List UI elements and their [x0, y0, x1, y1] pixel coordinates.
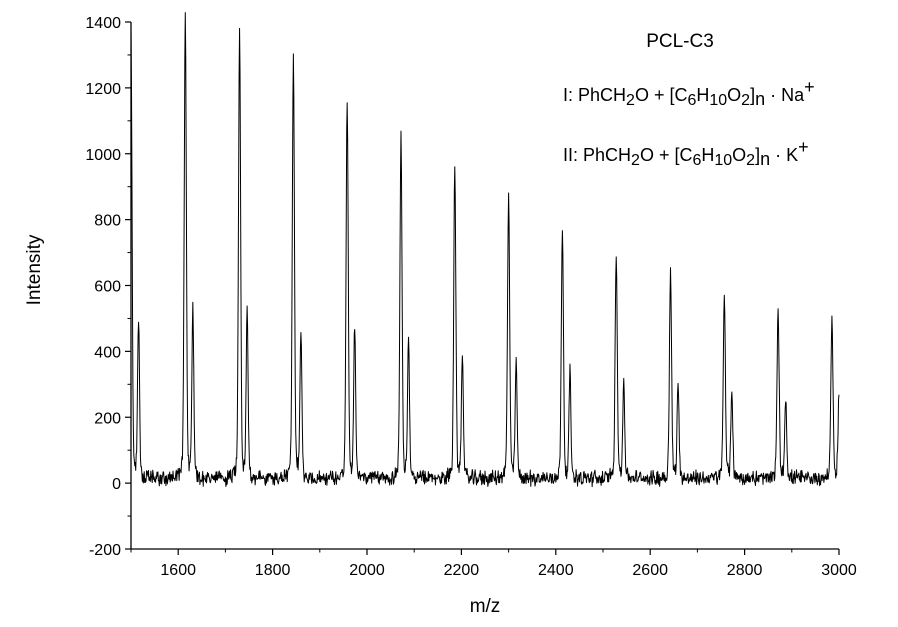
ticks: 1600 1800 2000 2200 2400 2600 2800 3000 -200 0 200… — [85, 15, 856, 579]
y-tick-label: 400 — [94, 344, 121, 361]
x-tick-label: 2000 — [349, 562, 385, 579]
x-tick-label: 2600 — [632, 562, 668, 579]
spectrum-line — [130, 12, 840, 488]
legend-title: PCL-C3 — [646, 31, 714, 52]
x-tick-label: 2400 — [538, 562, 574, 579]
y-tick-label: 200 — [94, 410, 121, 427]
y-tick-label: 800 — [94, 213, 121, 230]
x-axis-title: m/z — [470, 596, 501, 617]
x-tick-label: 2200 — [444, 562, 480, 579]
y-tick-label: 1000 — [85, 147, 121, 164]
y-tick-label: 0 — [112, 476, 121, 493]
legend-entry-1: I: PhCH2O + [C6H10O2]n · Na+ — [563, 77, 815, 109]
y-tick-label: -200 — [89, 542, 121, 559]
x-tick-label: 2800 — [727, 562, 763, 579]
y-tick-label: 1400 — [85, 15, 121, 32]
y-tick-label: 600 — [94, 279, 121, 296]
x-tick-label: 1600 — [160, 562, 196, 579]
x-tick-label: 3000 — [821, 562, 857, 579]
x-tick-label: 1800 — [255, 562, 291, 579]
y-axis-title: Intensity — [24, 234, 45, 305]
series — [130, 12, 840, 488]
legend-entry-2: II: PhCH2O + [C6H10O2]n · K+ — [563, 137, 809, 169]
y-tick-label: 1200 — [85, 81, 121, 98]
legend: I: PhCH2O + [C6H10O2]n · Na+ II: PhCH2O +… — [563, 77, 815, 169]
